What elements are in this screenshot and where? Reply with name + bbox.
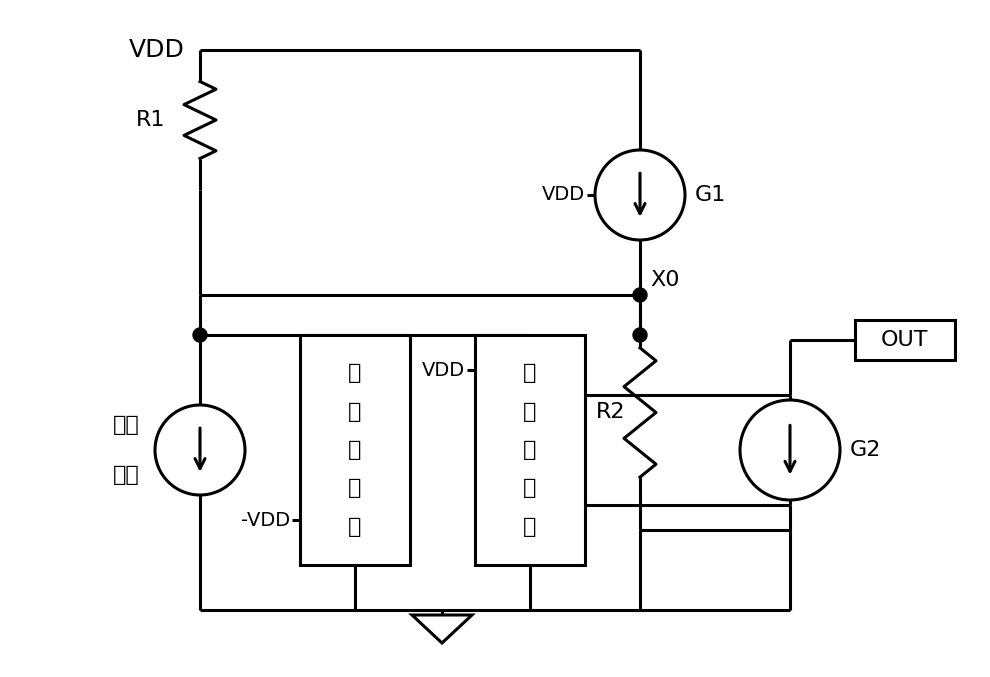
Text: G2: G2: [850, 440, 881, 460]
Text: 单元: 单元: [113, 465, 140, 485]
Text: 元: 元: [348, 517, 361, 537]
Text: VDD: VDD: [422, 360, 465, 380]
Text: X0: X0: [650, 270, 679, 290]
Text: R1: R1: [136, 110, 165, 130]
Text: 下: 下: [524, 364, 537, 383]
Text: VDD: VDD: [542, 185, 585, 204]
Text: 待测: 待测: [113, 415, 140, 435]
Text: 单: 单: [348, 479, 361, 498]
Bar: [855, 320, 955, 360]
Circle shape: [633, 288, 647, 302]
Text: R2: R2: [596, 402, 625, 422]
Text: 钓: 钓: [524, 401, 537, 422]
Text: 单: 单: [524, 479, 537, 498]
Text: VDD: VDD: [129, 38, 185, 62]
Text: OUT: OUT: [881, 330, 929, 350]
Text: G1: G1: [695, 185, 727, 205]
Text: -VDD: -VDD: [241, 510, 290, 529]
Bar: [475, 335, 585, 565]
Text: 位: 位: [524, 440, 537, 460]
Text: 元: 元: [524, 517, 537, 537]
Circle shape: [633, 328, 647, 342]
Text: 钓: 钓: [348, 401, 361, 422]
Text: 位: 位: [348, 440, 361, 460]
Bar: [300, 335, 410, 565]
Text: 上: 上: [348, 364, 361, 383]
Circle shape: [193, 328, 207, 342]
